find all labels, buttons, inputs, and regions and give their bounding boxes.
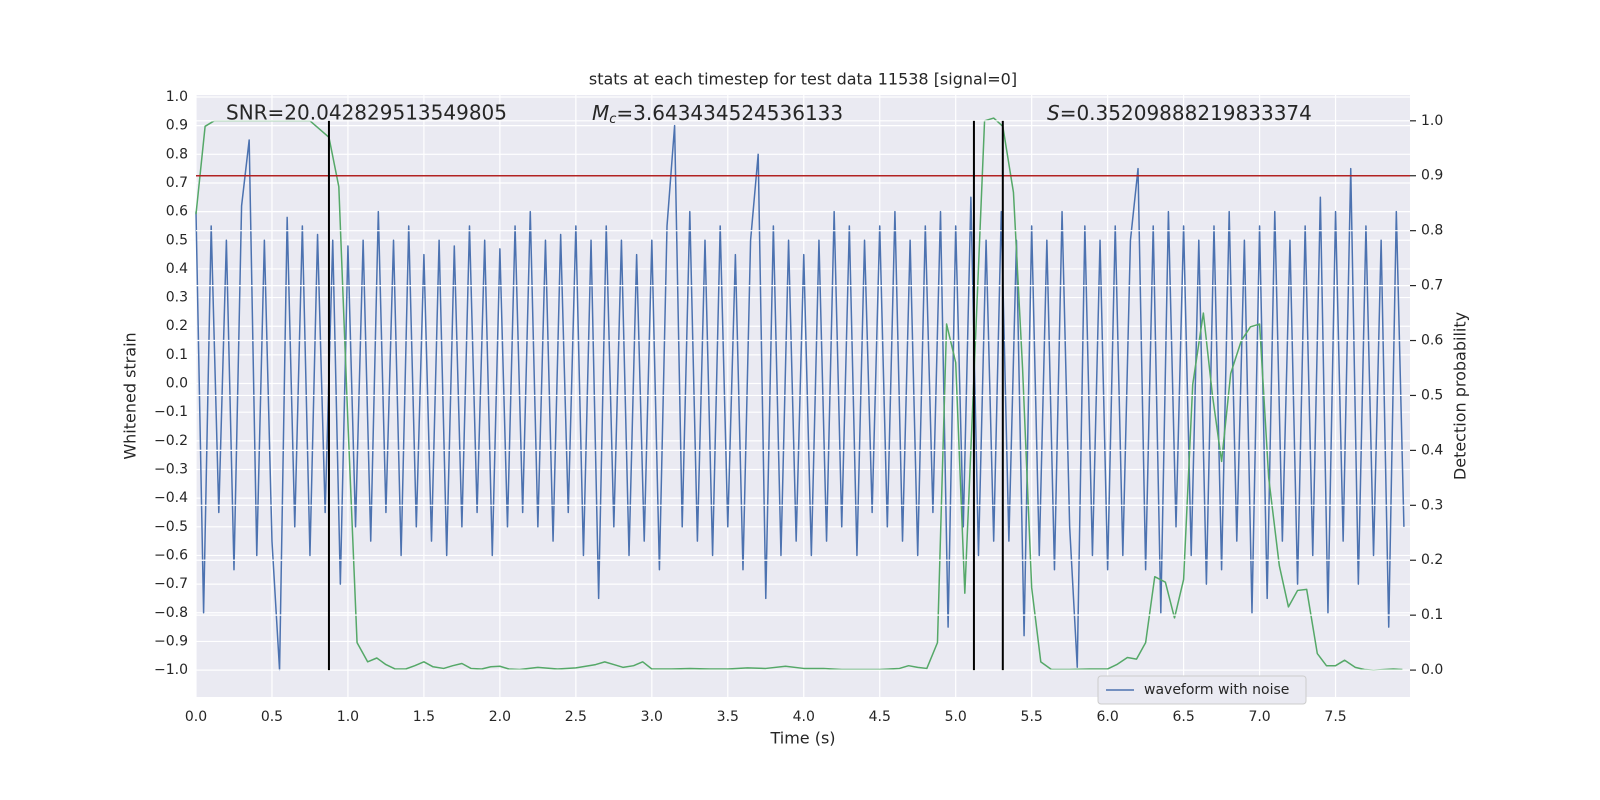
y2-tick-label: 0.5 [1421,387,1443,403]
x-tick-label: 4.0 [793,709,815,725]
annotation: Mc=3.643434524536133 [592,101,843,127]
y-tick-label: −0.1 [154,404,188,420]
legend-label: waveform with noise [1144,682,1289,698]
y2-tick-label: 0.1 [1421,607,1443,623]
x-tick-label: 5.5 [1021,709,1043,725]
y-tick-label: 0.3 [166,290,188,306]
annotation-symbol: S [1047,101,1060,125]
y2-tick-label: 0.7 [1421,278,1443,294]
annotation: S=0.35209888219833374 [1047,101,1312,125]
annotation-symbol: M [592,101,609,125]
x-tick-label: 3.0 [641,709,663,725]
y2-tick-label: 0.4 [1421,442,1443,458]
y-tick-label: −0.2 [154,433,188,449]
y-tick-label: 0.4 [166,261,188,277]
y-tick-label: −0.4 [154,490,188,506]
y-tick-label: 0.0 [166,376,188,392]
annotation-text: =3.643434524536133 [616,101,843,125]
y-tick-label: 0.2 [166,318,188,334]
y2-tick-label: 1.0 [1421,113,1443,129]
y-tick-label: −1.0 [154,662,188,678]
y-tick-label: 0.8 [166,146,188,162]
x-tick-label: 2.5 [565,709,587,725]
x-tick-label: 5.0 [945,709,967,725]
y2-axis-label: Detection probability [1451,312,1470,480]
y-tick-label: 0.1 [166,347,188,363]
x-tick-label: 1.0 [337,709,359,725]
y-tick-label: −0.3 [154,461,188,477]
y-axis-label: Whitened strain [121,332,140,459]
x-axis-label: Time (s) [769,729,835,748]
legend-box [1097,675,1307,705]
y-tick-label: 0.6 [166,204,188,220]
x-tick-label: 0.5 [261,709,283,725]
annotation-subscript: c [609,112,616,127]
y2-tick-label: 0.0 [1421,662,1443,678]
y-tick-label: 1.0 [166,89,188,105]
y-tick-label: 0.5 [166,232,188,248]
annotation: SNR=20.042829513549805 [226,101,507,125]
legend: waveform with noise [1097,675,1307,705]
y-tick-label: 0.9 [166,118,188,134]
y-tick-label: −0.7 [154,576,188,592]
x-tick-label: 1.5 [413,709,435,725]
y2-tick-label: 0.2 [1421,552,1443,568]
x-tick-label: 3.5 [717,709,739,725]
y2-tick-label: 0.3 [1421,497,1443,513]
x-tick-label: 4.5 [869,709,891,725]
x-tick-label: 6.5 [1172,709,1194,725]
x-tick-label: 7.5 [1324,709,1346,725]
x-tick-label: 2.0 [489,709,511,725]
chart-title: stats at each timestep for test data 115… [589,70,1017,89]
x-tick-label: 7.0 [1248,709,1270,725]
y2-tick-label: 0.8 [1421,223,1443,239]
x-tick-label: 0.0 [185,709,207,725]
y-tick-label: 0.7 [166,175,188,191]
annotation-text: =0.35209888219833374 [1060,101,1312,125]
y-tick-label: −0.6 [154,547,188,563]
y-tick-label: −0.5 [154,519,188,535]
series-line [195,124,1405,671]
y-tick-label: −0.9 [154,633,188,649]
y-tick-label: −0.8 [154,605,188,621]
x-tick-label: 6.0 [1097,709,1119,725]
overlay-layer [196,120,1410,671]
y2-tick-label: 0.6 [1421,333,1443,349]
y2-tick-label: 0.9 [1421,168,1443,184]
